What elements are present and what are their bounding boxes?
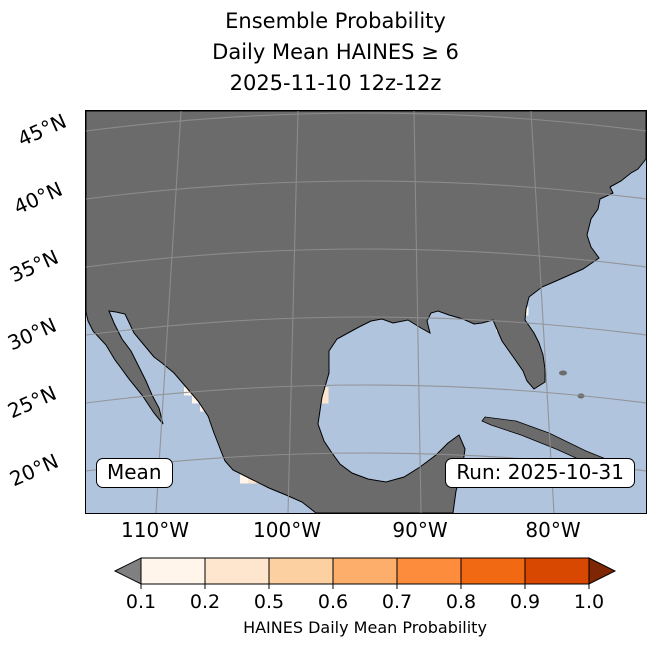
lon-tick-90w: 90°W xyxy=(392,518,448,542)
title-line-2: Daily Mean HAINES ≥ 6 xyxy=(212,40,459,64)
lat-tick-35n: 35°N xyxy=(6,244,62,288)
colorbar-label: HAINES Daily Mean Probability xyxy=(243,618,487,637)
lat-tick-45n: 45°N xyxy=(14,108,70,152)
lon-tick-110w: 110°W xyxy=(121,518,189,542)
colorbar-scale: 0.1 0.2 0.5 0.6 0.7 0.8 0.9 1.0 xyxy=(113,557,617,613)
probability-cell xyxy=(240,475,249,484)
colorbar-arrow xyxy=(588,557,617,585)
conus-map-panel xyxy=(85,110,647,514)
title-line-3: 2025-11-10 12z-12z xyxy=(229,71,442,95)
conus-map xyxy=(86,111,646,513)
colorbar-tick-label: 0.1 xyxy=(126,591,156,612)
probability-cell xyxy=(320,395,329,404)
colorbar-tick-label: 0.6 xyxy=(318,591,348,612)
lat-tick-30n: 30°N xyxy=(4,312,60,356)
colorbar-tick-label: 0.7 xyxy=(382,591,412,612)
colorbar-segment xyxy=(140,557,206,585)
plot-title: Ensemble Probability Daily Mean HAINES ≥… xyxy=(0,6,671,99)
probability-cell xyxy=(184,387,193,396)
colorbar-tick-label: 1.0 xyxy=(574,591,604,612)
colorbar-tick-label: 0.5 xyxy=(254,591,284,612)
colorbar-segment xyxy=(204,557,270,585)
colorbar-segment xyxy=(332,557,398,585)
lat-tick-25n: 25°N xyxy=(4,380,60,424)
title-line-1: Ensemble Probability xyxy=(225,9,446,33)
bahamas-island xyxy=(559,370,567,376)
graticule-gridlines xyxy=(86,111,646,513)
colorbar-tick-label: 0.2 xyxy=(190,591,220,612)
probability-cell xyxy=(320,387,329,396)
colorbar-tick-label: 0.9 xyxy=(510,591,540,612)
colorbar-tick-label: 0.8 xyxy=(446,591,476,612)
lon-tick-100w: 100°W xyxy=(253,518,321,542)
mean-stat-box: Mean xyxy=(96,458,173,488)
run-date-box: Run: 2025-10-31 xyxy=(445,458,635,488)
colorbar-segment xyxy=(524,557,590,585)
lat-tick-40n: 40°N xyxy=(10,176,66,220)
lat-tick-20n: 20°N xyxy=(6,448,62,492)
colorbar-segment xyxy=(396,557,462,585)
colorbar: 0.1 0.2 0.5 0.6 0.7 0.8 0.9 1.0 HAINES Daily Me… xyxy=(113,556,617,637)
colorbar-segment xyxy=(268,557,334,585)
lon-tick-80w: 80°W xyxy=(525,518,581,542)
colorbar-arrow xyxy=(113,557,142,585)
colorbar-segment xyxy=(460,557,526,585)
